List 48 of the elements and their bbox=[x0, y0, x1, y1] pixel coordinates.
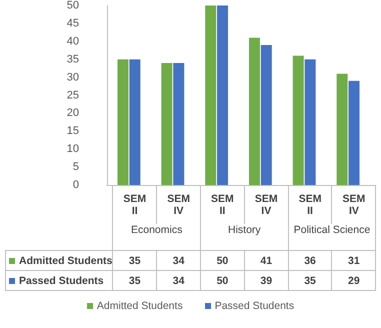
bar bbox=[161, 62, 172, 185]
data-label: 29 bbox=[332, 270, 376, 290]
legend-label: Admitted Students bbox=[6, 250, 113, 270]
data-label: 39 bbox=[244, 270, 288, 290]
x-tick-label: SEM IV bbox=[332, 186, 376, 224]
bar bbox=[292, 56, 304, 185]
data-label: 34 bbox=[156, 270, 200, 290]
text: Passed Students bbox=[214, 300, 294, 312]
y-tick-label: 15 bbox=[66, 125, 79, 138]
legend-label: Passed Students bbox=[6, 270, 113, 290]
data-label: 35 bbox=[288, 270, 332, 290]
data-label: 36 bbox=[288, 250, 332, 270]
data-label: 50 bbox=[200, 250, 244, 270]
bar bbox=[260, 44, 272, 185]
bar bbox=[117, 59, 128, 185]
y-tick-label: 25 bbox=[66, 89, 79, 102]
x-tick-label: SEM II bbox=[200, 186, 244, 224]
y-tick-label: 35 bbox=[66, 53, 79, 66]
bar bbox=[205, 6, 216, 185]
y-tick-label: 0 bbox=[72, 179, 79, 191]
bar bbox=[129, 59, 140, 185]
data-label: 31 bbox=[332, 250, 376, 270]
data-label: 35 bbox=[112, 270, 157, 290]
bar bbox=[173, 62, 184, 185]
y-tick-label: 40 bbox=[66, 35, 79, 48]
bar bbox=[304, 59, 316, 185]
data-label: 34 bbox=[156, 250, 200, 270]
x-tick-label: SEM IV bbox=[244, 186, 288, 224]
bar bbox=[248, 38, 260, 185]
bar bbox=[217, 6, 228, 185]
data-label: 50 bbox=[200, 270, 244, 290]
y-tick-label: 45 bbox=[66, 17, 79, 30]
y-tick-label: 30 bbox=[66, 71, 79, 84]
data-label: 35 bbox=[112, 250, 157, 270]
y-tick-label: 10 bbox=[66, 143, 79, 156]
x-tick-label: SEM II bbox=[112, 186, 157, 224]
text: Economics bbox=[112, 224, 200, 250]
x-tick-label: SEM II bbox=[288, 186, 332, 224]
y-tick-label: 20 bbox=[66, 107, 79, 120]
text: Admitted Students bbox=[96, 300, 183, 312]
data-label: 41 bbox=[244, 250, 288, 270]
bar bbox=[336, 74, 348, 185]
x-tick-label: SEM IV bbox=[156, 186, 200, 224]
bar bbox=[348, 80, 360, 185]
y-tick-label: 5 bbox=[72, 161, 79, 174]
y-tick-label: 50 bbox=[66, 0, 79, 12]
text: History bbox=[200, 224, 288, 250]
text: Political Science bbox=[288, 224, 376, 250]
